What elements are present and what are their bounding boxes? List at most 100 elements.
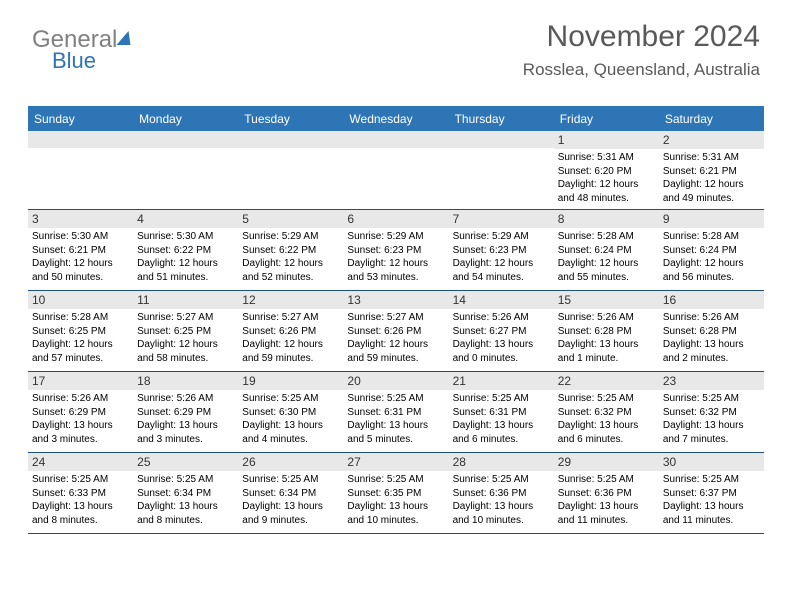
- week-row: 24Sunrise: 5:25 AMSunset: 6:33 PMDayligh…: [28, 453, 764, 534]
- sunrise-text: Sunrise: 5:27 AM: [242, 311, 339, 325]
- day-details: Sunrise: 5:26 AMSunset: 6:28 PMDaylight:…: [659, 309, 764, 369]
- day-details: Sunrise: 5:25 AMSunset: 6:30 PMDaylight:…: [238, 390, 343, 450]
- day-number: [343, 131, 448, 148]
- sunrise-text: Sunrise: 5:25 AM: [453, 473, 550, 487]
- day-number: 3: [28, 210, 133, 228]
- sunset-text: Sunset: 6:26 PM: [242, 325, 339, 339]
- sunset-text: Sunset: 6:33 PM: [32, 487, 129, 501]
- sunset-text: Sunset: 6:29 PM: [32, 406, 129, 420]
- day-cell: 5Sunrise: 5:29 AMSunset: 6:22 PMDaylight…: [238, 210, 343, 290]
- day-number: 5: [238, 210, 343, 228]
- day-cell: 13Sunrise: 5:27 AMSunset: 6:26 PMDayligh…: [343, 291, 448, 371]
- day-cell: 15Sunrise: 5:26 AMSunset: 6:28 PMDayligh…: [554, 291, 659, 371]
- daylight-text: Daylight: 13 hours and 11 minutes.: [558, 500, 655, 527]
- day-number: 6: [343, 210, 448, 228]
- daylight-text: Daylight: 12 hours and 56 minutes.: [663, 257, 760, 284]
- sunset-text: Sunset: 6:28 PM: [558, 325, 655, 339]
- day-cell: 14Sunrise: 5:26 AMSunset: 6:27 PMDayligh…: [449, 291, 554, 371]
- week-row: 1Sunrise: 5:31 AMSunset: 6:20 PMDaylight…: [28, 131, 764, 210]
- day-details: Sunrise: 5:25 AMSunset: 6:37 PMDaylight:…: [659, 471, 764, 531]
- sunrise-text: Sunrise: 5:25 AM: [347, 392, 444, 406]
- daylight-text: Daylight: 12 hours and 49 minutes.: [663, 178, 760, 205]
- day-cell: 6Sunrise: 5:29 AMSunset: 6:23 PMDaylight…: [343, 210, 448, 290]
- weekday-thursday: Thursday: [449, 108, 554, 131]
- daylight-text: Daylight: 12 hours and 59 minutes.: [242, 338, 339, 365]
- daylight-text: Daylight: 13 hours and 8 minutes.: [32, 500, 129, 527]
- daylight-text: Daylight: 12 hours and 50 minutes.: [32, 257, 129, 284]
- daylight-text: Daylight: 12 hours and 54 minutes.: [453, 257, 550, 284]
- day-number: 9: [659, 210, 764, 228]
- sunset-text: Sunset: 6:36 PM: [453, 487, 550, 501]
- weekday-saturday: Saturday: [659, 108, 764, 131]
- sunset-text: Sunset: 6:36 PM: [558, 487, 655, 501]
- day-number: [28, 131, 133, 148]
- day-details: Sunrise: 5:28 AMSunset: 6:24 PMDaylight:…: [554, 228, 659, 288]
- day-number: 15: [554, 291, 659, 309]
- day-number: 29: [554, 453, 659, 471]
- location-subtitle: Rosslea, Queensland, Australia: [523, 60, 760, 80]
- day-cell: 17Sunrise: 5:26 AMSunset: 6:29 PMDayligh…: [28, 372, 133, 452]
- daylight-text: Daylight: 13 hours and 11 minutes.: [663, 500, 760, 527]
- day-number: 16: [659, 291, 764, 309]
- calendar-table: Sunday Monday Tuesday Wednesday Thursday…: [28, 106, 764, 534]
- day-details: Sunrise: 5:25 AMSunset: 6:32 PMDaylight:…: [659, 390, 764, 450]
- day-number: 4: [133, 210, 238, 228]
- day-cell: 1Sunrise: 5:31 AMSunset: 6:20 PMDaylight…: [554, 131, 659, 209]
- sunrise-text: Sunrise: 5:25 AM: [453, 392, 550, 406]
- sunset-text: Sunset: 6:20 PM: [558, 165, 655, 179]
- daylight-text: Daylight: 13 hours and 5 minutes.: [347, 419, 444, 446]
- sunset-text: Sunset: 6:21 PM: [663, 165, 760, 179]
- daylight-text: Daylight: 13 hours and 9 minutes.: [242, 500, 339, 527]
- sunset-text: Sunset: 6:29 PM: [137, 406, 234, 420]
- sunset-text: Sunset: 6:31 PM: [453, 406, 550, 420]
- day-number: 8: [554, 210, 659, 228]
- sunset-text: Sunset: 6:23 PM: [347, 244, 444, 258]
- day-cell: 7Sunrise: 5:29 AMSunset: 6:23 PMDaylight…: [449, 210, 554, 290]
- sunset-text: Sunset: 6:22 PM: [137, 244, 234, 258]
- day-number: 21: [449, 372, 554, 390]
- brand-part2: Blue: [52, 48, 133, 74]
- daylight-text: Daylight: 13 hours and 7 minutes.: [663, 419, 760, 446]
- sunrise-text: Sunrise: 5:29 AM: [242, 230, 339, 244]
- sunrise-text: Sunrise: 5:28 AM: [32, 311, 129, 325]
- day-details: Sunrise: 5:31 AMSunset: 6:20 PMDaylight:…: [554, 149, 659, 209]
- daylight-text: Daylight: 13 hours and 6 minutes.: [558, 419, 655, 446]
- daylight-text: Daylight: 12 hours and 52 minutes.: [242, 257, 339, 284]
- sunset-text: Sunset: 6:30 PM: [242, 406, 339, 420]
- sunrise-text: Sunrise: 5:27 AM: [347, 311, 444, 325]
- day-number: 12: [238, 291, 343, 309]
- day-cell: 2Sunrise: 5:31 AMSunset: 6:21 PMDaylight…: [659, 131, 764, 209]
- day-details: Sunrise: 5:29 AMSunset: 6:23 PMDaylight:…: [449, 228, 554, 288]
- daylight-text: Daylight: 13 hours and 10 minutes.: [453, 500, 550, 527]
- day-details: Sunrise: 5:27 AMSunset: 6:26 PMDaylight:…: [343, 309, 448, 369]
- day-number: 25: [133, 453, 238, 471]
- day-details: Sunrise: 5:25 AMSunset: 6:34 PMDaylight:…: [133, 471, 238, 531]
- sunrise-text: Sunrise: 5:27 AM: [137, 311, 234, 325]
- day-cell: 25Sunrise: 5:25 AMSunset: 6:34 PMDayligh…: [133, 453, 238, 533]
- sunrise-text: Sunrise: 5:25 AM: [663, 473, 760, 487]
- day-cell: 18Sunrise: 5:26 AMSunset: 6:29 PMDayligh…: [133, 372, 238, 452]
- day-number: 14: [449, 291, 554, 309]
- sunrise-text: Sunrise: 5:30 AM: [32, 230, 129, 244]
- day-cell: 4Sunrise: 5:30 AMSunset: 6:22 PMDaylight…: [133, 210, 238, 290]
- daylight-text: Daylight: 12 hours and 59 minutes.: [347, 338, 444, 365]
- daylight-text: Daylight: 13 hours and 0 minutes.: [453, 338, 550, 365]
- day-details: Sunrise: 5:25 AMSunset: 6:32 PMDaylight:…: [554, 390, 659, 450]
- week-row: 3Sunrise: 5:30 AMSunset: 6:21 PMDaylight…: [28, 210, 764, 291]
- sunset-text: Sunset: 6:22 PM: [242, 244, 339, 258]
- day-cell: 3Sunrise: 5:30 AMSunset: 6:21 PMDaylight…: [28, 210, 133, 290]
- day-details: Sunrise: 5:25 AMSunset: 6:31 PMDaylight:…: [343, 390, 448, 450]
- weekday-wednesday: Wednesday: [343, 108, 448, 131]
- day-number: 23: [659, 372, 764, 390]
- day-cell: 8Sunrise: 5:28 AMSunset: 6:24 PMDaylight…: [554, 210, 659, 290]
- day-cell: 16Sunrise: 5:26 AMSunset: 6:28 PMDayligh…: [659, 291, 764, 371]
- sunset-text: Sunset: 6:27 PM: [453, 325, 550, 339]
- day-details: Sunrise: 5:29 AMSunset: 6:22 PMDaylight:…: [238, 228, 343, 288]
- sunset-text: Sunset: 6:23 PM: [453, 244, 550, 258]
- daylight-text: Daylight: 13 hours and 3 minutes.: [137, 419, 234, 446]
- daylight-text: Daylight: 13 hours and 2 minutes.: [663, 338, 760, 365]
- day-number: 27: [343, 453, 448, 471]
- sunrise-text: Sunrise: 5:30 AM: [137, 230, 234, 244]
- sunset-text: Sunset: 6:28 PM: [663, 325, 760, 339]
- page-header: November 2024 Rosslea, Queensland, Austr…: [523, 20, 760, 80]
